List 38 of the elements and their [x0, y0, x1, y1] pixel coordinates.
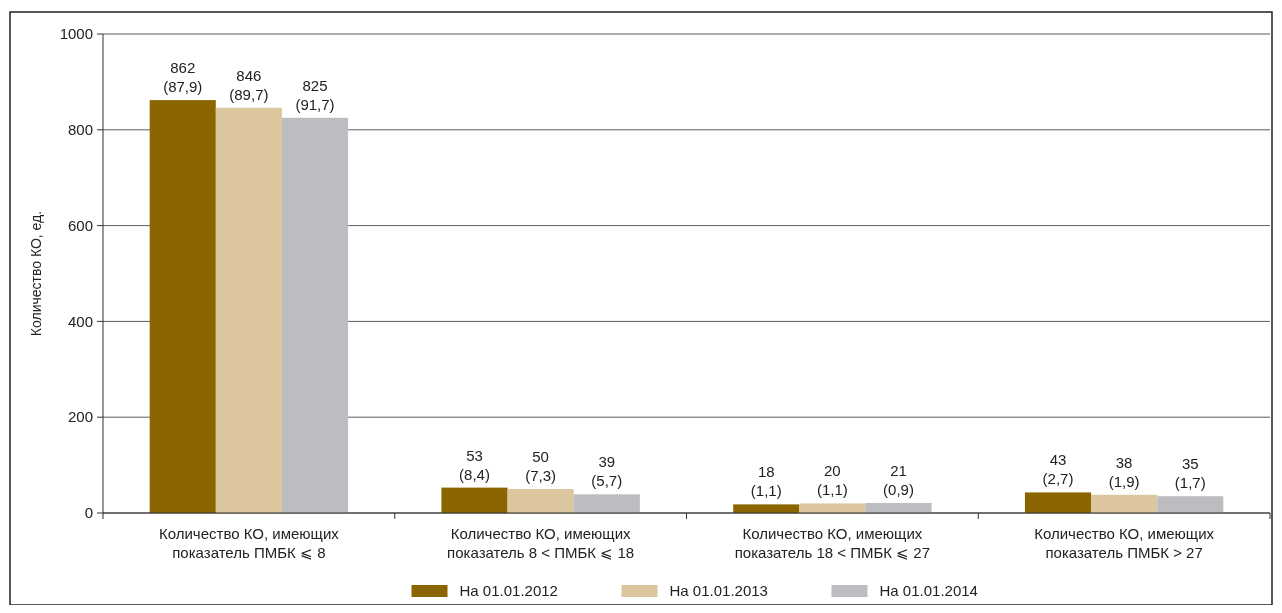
data-label: 39 (5,7)	[591, 453, 623, 490]
bar	[281, 117, 349, 513]
data-label: 18 (1,1)	[750, 463, 782, 500]
bar	[1024, 492, 1092, 513]
bar	[733, 504, 800, 513]
data-label: 20 (1,1)	[816, 462, 848, 499]
y-tick-label: 400	[67, 312, 93, 330]
bar	[507, 489, 574, 513]
legend-label: На 01.01.2012	[459, 582, 558, 600]
bar	[1157, 496, 1224, 513]
y-tick-label: 0	[84, 504, 93, 522]
data-label: 53 (8,4)	[459, 446, 490, 483]
data-label: 35 (1,7)	[1174, 455, 1206, 492]
legend-label: На 01.01.2013	[669, 582, 768, 600]
x-tick-label: Количество КО, имеющих показатель 8 < ПМБК ⩽ 18	[447, 525, 635, 561]
data-label: 43 (2,7)	[1042, 451, 1074, 488]
data-label: 825 (91,7)	[295, 76, 335, 113]
data-label: 862 (87,9)	[163, 59, 203, 96]
data-label: 846 (89,7)	[229, 66, 269, 103]
bar	[573, 494, 640, 513]
y-axis-title: Количество КО, ед.	[28, 210, 44, 337]
x-tick-label: Количество КО, имеющих показатель ПМБК > 27	[1034, 525, 1215, 561]
bar	[865, 502, 932, 513]
y-tick-label: 200	[67, 408, 93, 426]
x-tick-label: Количество КО, имеющих показатель 18 < ПМБК ⩽ 27	[734, 525, 931, 561]
bar	[441, 487, 508, 513]
x-tick-label: Количество КО, имеющих показатель ПМБК ⩽ 8	[158, 525, 340, 561]
bar	[149, 100, 216, 513]
data-label: 21 (0,9)	[883, 461, 914, 498]
y-tick-label: 800	[67, 121, 93, 139]
bar	[215, 107, 282, 513]
y-tick-label: 600	[67, 216, 93, 234]
y-tick-label: 1000	[59, 25, 93, 43]
data-label: 38 (1,9)	[1108, 453, 1140, 490]
legend-label: На 01.01.2014	[879, 582, 978, 600]
data-label: 50 (7,3)	[525, 448, 557, 485]
bar	[799, 503, 866, 513]
bar	[1091, 494, 1158, 513]
